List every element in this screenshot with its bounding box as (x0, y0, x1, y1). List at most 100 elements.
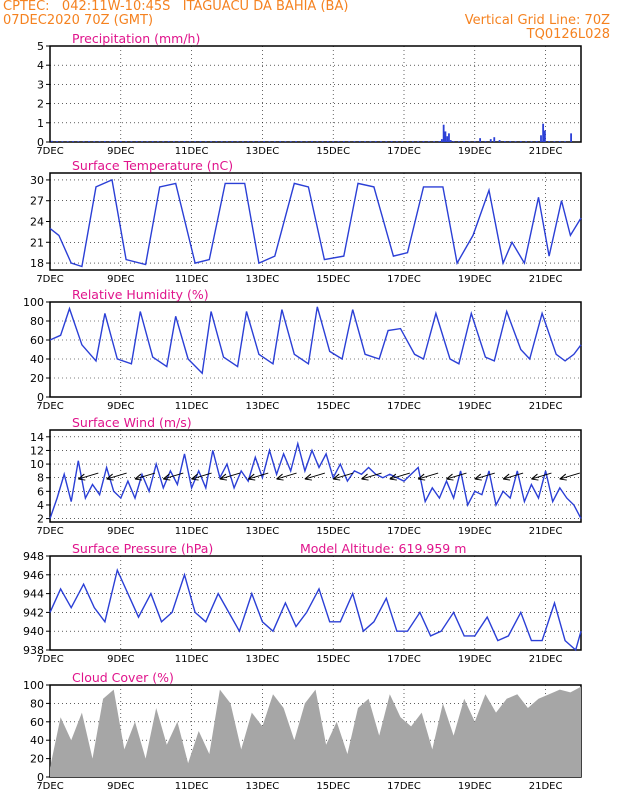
wind-arrow (191, 472, 212, 480)
y-tick-label: 948 (23, 550, 44, 563)
wind-arrow (276, 472, 297, 480)
precip-bar (257, 141, 260, 142)
wind-arrow (559, 472, 580, 480)
x-tick-label: 11DEC (175, 781, 209, 792)
panel-title: Surface Temperature (nC) (72, 158, 233, 173)
y-tick-label: 20 (30, 372, 44, 385)
y-tick-label: 6 (37, 485, 44, 498)
wind-arrow (502, 472, 524, 480)
precip-bar (50, 140, 53, 142)
cloud-cover-area (50, 686, 581, 777)
wind-arrow-head (389, 473, 397, 481)
precip-bar (279, 141, 281, 142)
y-tick-label: 60 (30, 334, 44, 347)
x-tick-label: 17DEC (387, 274, 421, 285)
x-tick-label: 21DEC (529, 146, 563, 157)
precip-bar (535, 141, 538, 142)
precip-bar (130, 141, 133, 142)
precip-bar (401, 141, 404, 142)
panel-title: Precipitation (mm/h) (72, 31, 200, 46)
precip-bar (519, 141, 522, 142)
series-line (49, 306, 582, 375)
x-tick-label: 19DEC (458, 781, 492, 792)
y-tick-label: 20 (30, 753, 44, 766)
y-tick-label: 100 (23, 679, 44, 692)
precip-bar (530, 141, 533, 142)
precip-bar (119, 141, 122, 142)
x-tick-label: 19DEC (458, 401, 492, 412)
y-tick-label: 4 (37, 499, 44, 512)
x-tick-label: 17DEC (387, 526, 421, 537)
wind-arrow-head (474, 473, 482, 481)
wind-arrow-head (219, 473, 227, 481)
panel-frame (49, 555, 582, 651)
precip-bar (448, 133, 450, 142)
precip-bar (406, 141, 409, 142)
precip-bar (463, 141, 466, 142)
model-code-label: TQ0126L028 (526, 27, 610, 42)
precip-bar (468, 141, 471, 142)
precip-bar (284, 141, 287, 142)
x-tick-label: 9DEC (107, 781, 134, 792)
wind-arrow (163, 472, 184, 480)
precip-bar (411, 141, 414, 142)
x-tick-label: 15DEC (316, 526, 350, 537)
wind-arrow (219, 472, 241, 480)
precip-bar (380, 141, 382, 142)
wind-arrow-head (134, 473, 143, 481)
precip-bar (542, 123, 545, 142)
y-tick-label: 0 (37, 136, 44, 149)
precip-bar (178, 141, 181, 142)
precip-bar (417, 141, 420, 142)
precip-bar (66, 141, 69, 142)
precip-bar (263, 141, 266, 142)
y-tick-label: 80 (30, 315, 44, 328)
x-tick-label: 19DEC (458, 526, 492, 537)
precip-bar (162, 141, 165, 142)
wind-arrow-head (417, 473, 426, 481)
precip-bar (210, 141, 212, 142)
precip-bar (295, 141, 297, 142)
precip-bar (390, 141, 393, 142)
precip-bar (103, 141, 106, 142)
x-tick-label: 13DEC (246, 654, 280, 665)
wind-arrow-head (361, 473, 369, 481)
precip-bar (231, 141, 234, 142)
x-tick-label: 21DEC (529, 781, 563, 792)
wind-arrow-head (502, 473, 511, 481)
x-tick-label: 17DEC (387, 146, 421, 157)
precip-bar (503, 141, 506, 142)
y-tick-label: 100 (23, 296, 44, 309)
vertical-grid-line-label: Vertical Grid Line: 70Z (464, 13, 610, 28)
y-tick-label: 10 (30, 458, 44, 471)
precip-bar (358, 141, 361, 142)
precip-bar (204, 141, 207, 142)
x-tick-label: 11DEC (175, 146, 209, 157)
wind-arrow (531, 472, 552, 480)
x-tick-label: 21DEC (529, 654, 563, 665)
wind-arrow-head (304, 473, 312, 481)
y-tick-label: 0 (37, 391, 44, 404)
x-tick-label: 7DEC (36, 274, 63, 285)
precip-bar (457, 141, 460, 142)
precip-bar (321, 141, 324, 142)
precip-bar (273, 141, 276, 142)
panel-frame (49, 301, 582, 398)
precip-bar (93, 141, 96, 142)
x-tick-label: 19DEC (458, 654, 492, 665)
precip-bar (438, 141, 441, 142)
wind-arrow (446, 472, 467, 480)
wind-arrow-head (559, 473, 567, 481)
x-tick-label: 9DEC (107, 274, 134, 285)
precip-bar (427, 141, 430, 142)
precip-bar (374, 141, 377, 142)
precip-bar (353, 141, 356, 142)
x-tick-label: 7DEC (36, 401, 63, 412)
precip-bar (252, 141, 255, 142)
precip-bar (125, 141, 128, 142)
precip-bar (194, 141, 197, 142)
wind-arrow-head (162, 473, 171, 481)
y-tick-label: 14 (30, 431, 44, 444)
precip-bar (385, 141, 388, 142)
precip-bar (332, 141, 335, 142)
